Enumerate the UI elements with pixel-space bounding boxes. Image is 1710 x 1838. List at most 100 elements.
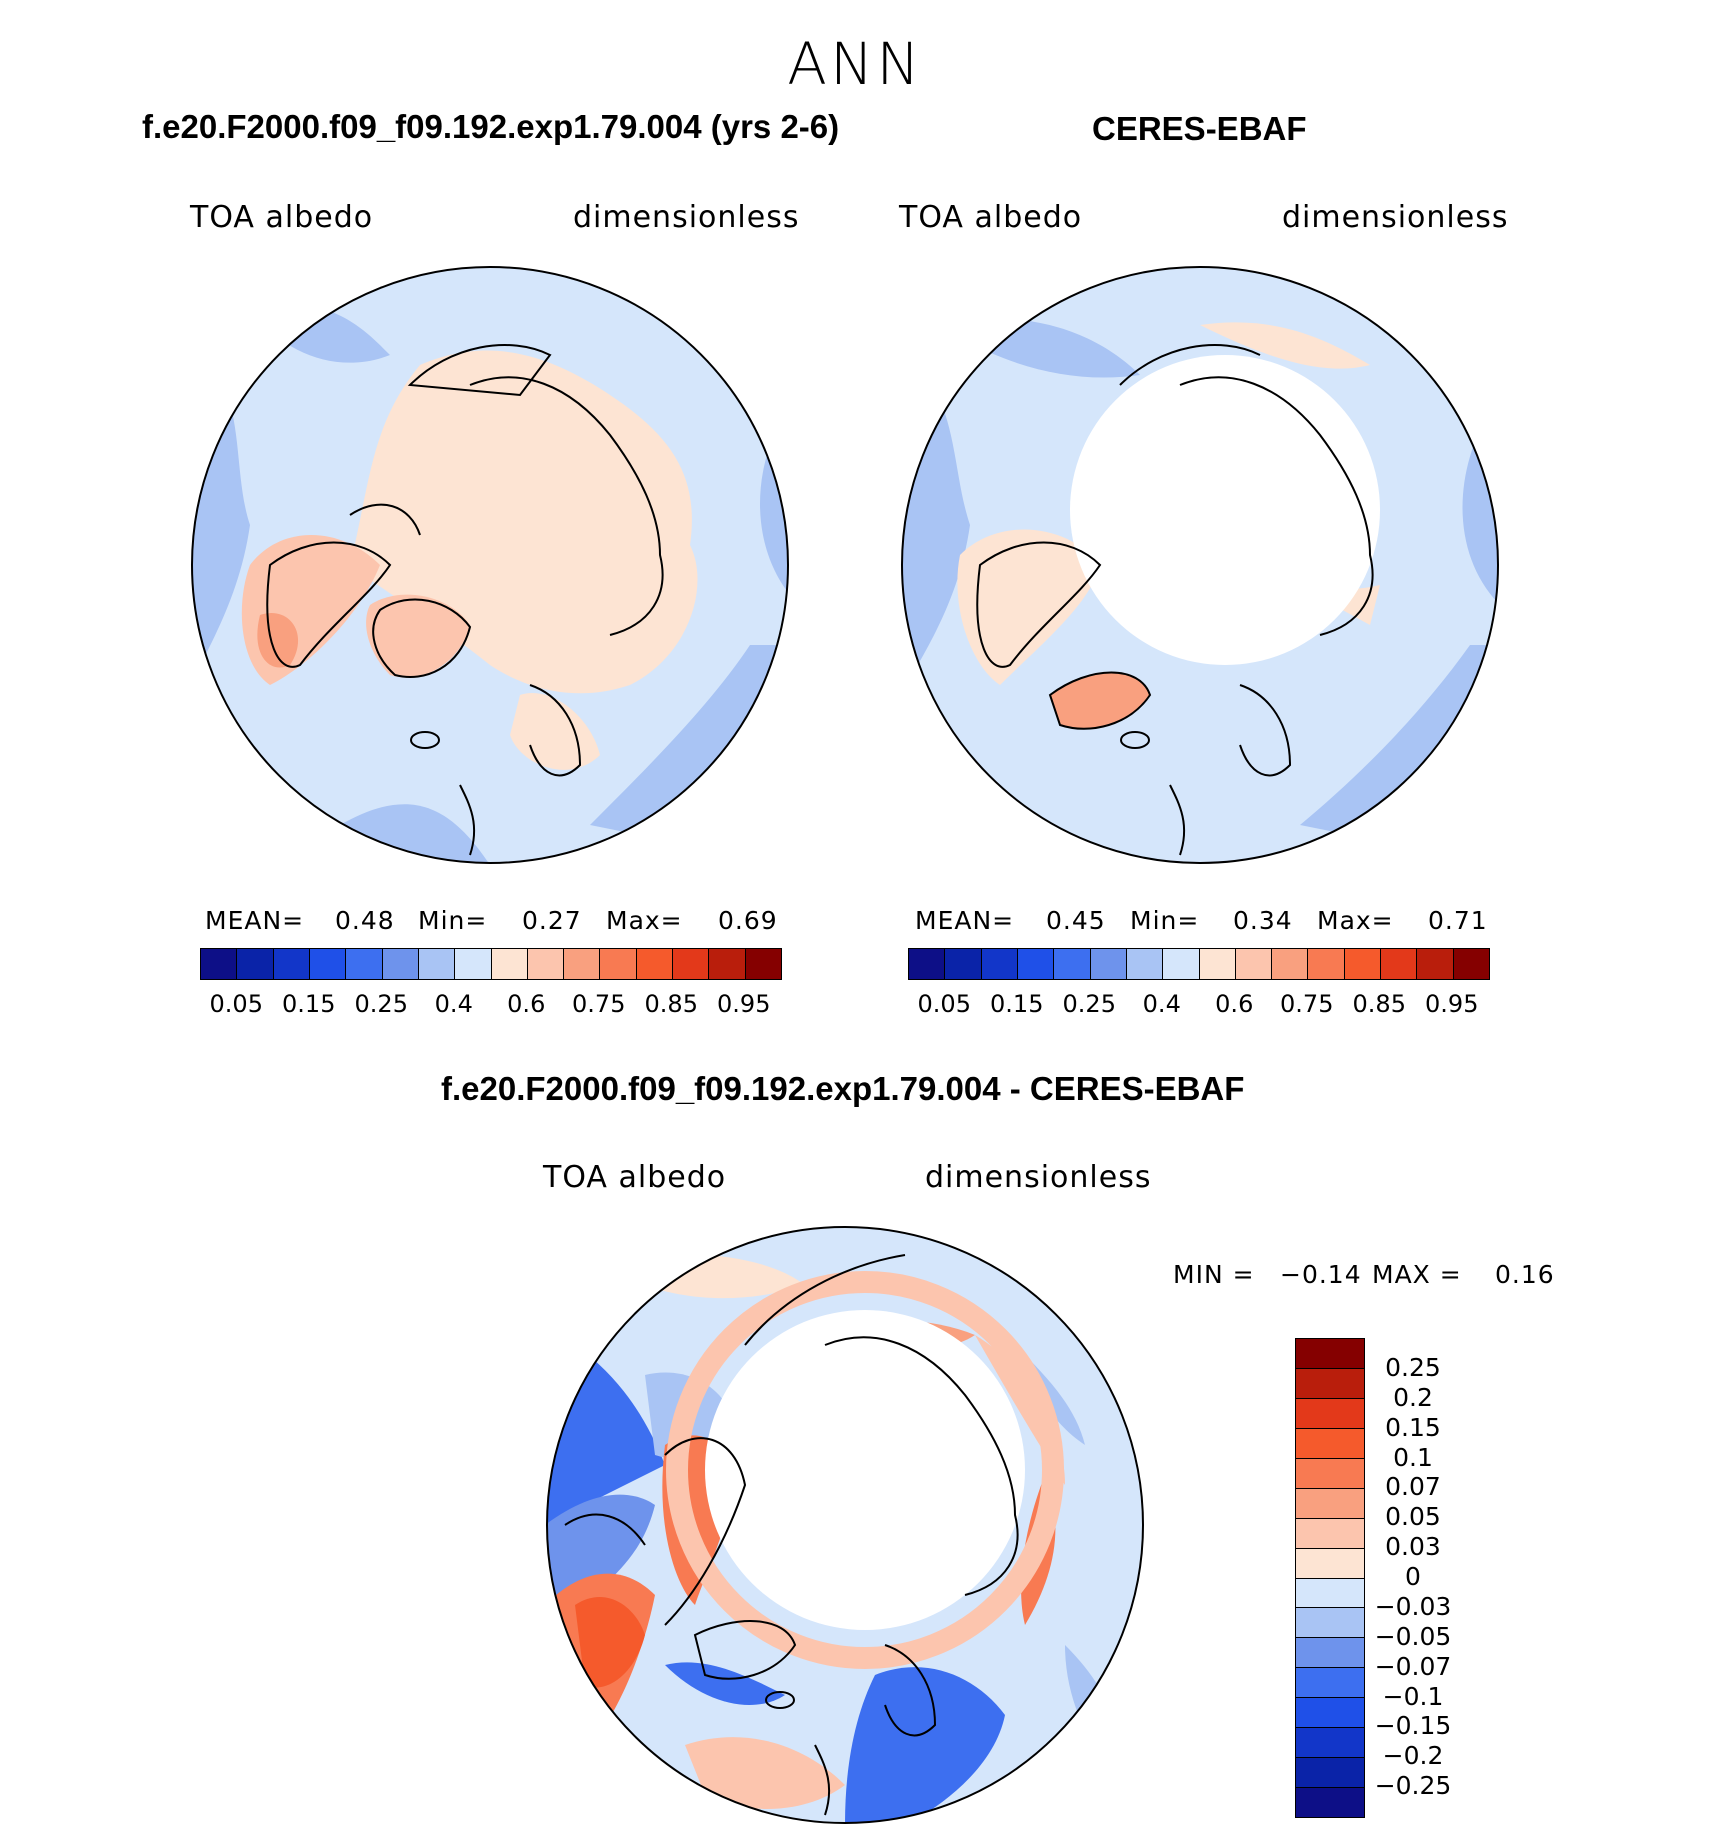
panel2-colorbar: [908, 948, 1490, 980]
panel1-colorbar-tick-label: 0.05: [209, 990, 263, 1018]
panel2-title: CERES-EBAF: [1092, 110, 1307, 147]
diff-max: 0.16: [1495, 1260, 1555, 1289]
diff-units: dimensionless: [925, 1160, 1152, 1195]
diff-colorbar-tick-label: −0.1: [1382, 1681, 1444, 1711]
panel1-colorbar-tick-label: 0.15: [282, 990, 336, 1018]
panel1-colorbar-box: [709, 949, 746, 979]
diff-colorbar-tick-label: −0.03: [1374, 1591, 1452, 1621]
diff-min: −0.14: [1280, 1260, 1362, 1289]
panel1-title: f.e20.F2000.f09_f09.192.exp1.79.004 (yrs…: [142, 108, 840, 145]
diff-colorbar-tick-label: −0.25: [1374, 1771, 1452, 1801]
panel2-colorbar-box: [1235, 949, 1273, 979]
panel1-colorbar-tick-label: 0.25: [354, 990, 408, 1018]
diff-colorbar-box: [1296, 1518, 1364, 1549]
panel2-colorbar-box: [1344, 949, 1382, 979]
panel2-units: dimensionless: [1282, 200, 1509, 235]
panel1-colorbar-box: [418, 949, 456, 979]
panel2-colorbar-box: [981, 949, 1018, 979]
panel1-mean-label: MEAN=: [205, 906, 305, 935]
diff-colorbar-box: [1296, 1788, 1364, 1817]
panel2-colorbar-box: [1308, 949, 1345, 979]
panel2-colorbar-box: [1090, 949, 1127, 979]
panel2-colorbar-box: [1054, 949, 1091, 979]
diff-colorbar-box: [1296, 1638, 1364, 1669]
panel1-colorbar: [200, 948, 782, 980]
panel2-min-label: Min=: [1130, 906, 1200, 935]
diff-colorbar-tick-label: 0.05: [1385, 1502, 1441, 1532]
panel2-colorbar-tick-label: 0.6: [1215, 990, 1254, 1018]
panel2-colorbar-tick-label: 0.95: [1425, 990, 1479, 1018]
diff-colorbar-box: [1296, 1458, 1364, 1489]
diff-colorbar-tick-label: 0.07: [1385, 1472, 1441, 1502]
diff-colorbar-box: [1296, 1668, 1364, 1699]
panel2-colorbar-box: [1381, 949, 1418, 979]
diff-colorbar-tick-label: −0.2: [1382, 1741, 1444, 1771]
panel2-colorbar-tick-label: 0.05: [917, 990, 971, 1018]
panel2-colorbar-box: [1453, 949, 1489, 979]
panel2-colorbar-box: [909, 949, 946, 979]
map-model: [191, 266, 789, 864]
panel1-colorbar-box: [382, 949, 419, 979]
panel1-variable: TOA albedo: [190, 200, 374, 235]
diff-variable: TOA albedo: [543, 1160, 727, 1195]
panel2-colorbar-box: [1199, 949, 1236, 979]
panel1-colorbar-box: [636, 949, 674, 979]
panel1-colorbar-box: [527, 949, 565, 979]
panel1-colorbar-box: [237, 949, 274, 979]
panel2-mean-label: MEAN=: [915, 906, 1015, 935]
panel1-colorbar-tick-label: 0.95: [717, 990, 771, 1018]
panel1-mean: 0.48: [335, 906, 395, 935]
diff-title: f.e20.F2000.f09_f09.192.exp1.79.004 - CE…: [441, 1070, 1245, 1107]
diff-colorbar-tick-label: 0.1: [1393, 1442, 1433, 1472]
panel1-colorbar-box: [455, 949, 492, 979]
panel1-colorbar-box: [201, 949, 238, 979]
panel2-colorbar-tick-label: 0.15: [990, 990, 1044, 1018]
panel2-colorbar-box: [1163, 949, 1200, 979]
panel1-colorbar-box: [309, 949, 347, 979]
diff-colorbar-box: [1296, 1608, 1364, 1639]
main-title: ANN: [787, 30, 923, 98]
panel2-colorbar-box: [1272, 949, 1309, 979]
panel1-colorbar-box: [673, 949, 710, 979]
panel1-colorbar-tick-label: 0.6: [507, 990, 546, 1018]
panel1-colorbar-box: [491, 949, 528, 979]
panel1-colorbar-box: [745, 949, 781, 979]
diff-colorbar-tick-label: 0.2: [1393, 1382, 1433, 1412]
diff-colorbar-tick-label: 0: [1405, 1562, 1421, 1591]
diff-colorbar-box: [1296, 1339, 1364, 1369]
diff-min-label: MIN =: [1173, 1260, 1255, 1289]
diff-colorbar-box: [1296, 1428, 1364, 1459]
panel1-max-label: Max=: [606, 906, 683, 935]
panel2-max: 0.71: [1428, 906, 1488, 935]
panel1-min-label: Min=: [418, 906, 488, 935]
panel2-colorbar-ticks: 0.05 0.15 0.25 0.4 0.6 0.75 0.85 0.95: [908, 990, 1488, 1020]
diff-colorbar-box: [1296, 1578, 1364, 1609]
panel2-colorbar-tick-label: 0.85: [1352, 990, 1406, 1018]
map-obs: [901, 266, 1499, 864]
diff-colorbar-box: [1296, 1488, 1364, 1519]
panel2-colorbar-box: [1126, 949, 1164, 979]
panel1-min: 0.27: [522, 906, 582, 935]
panel1-colorbar-tick-label: 0.4: [434, 990, 473, 1018]
panel2-max-label: Max=: [1317, 906, 1394, 935]
diff-colorbar-tick-label: −0.15: [1374, 1711, 1452, 1741]
diff-colorbar-tick-label: −0.07: [1374, 1651, 1452, 1681]
panel1-colorbar-box: [564, 949, 601, 979]
panel2-colorbar-box: [1417, 949, 1454, 979]
diff-colorbar-tick-label: 0.25: [1385, 1352, 1441, 1382]
panel2-mean: 0.45: [1046, 906, 1106, 935]
panel2-colorbar-box: [1017, 949, 1055, 979]
panel2-colorbar-box: [945, 949, 982, 979]
panel2-min: 0.34: [1233, 906, 1293, 935]
diff-colorbar-box: [1296, 1548, 1364, 1579]
panel1-colorbar-box: [346, 949, 383, 979]
map-difference: [546, 1226, 1144, 1824]
diff-colorbar-box: [1296, 1758, 1364, 1789]
panel2-variable: TOA albedo: [899, 200, 1083, 235]
panel1-units: dimensionless: [573, 200, 800, 235]
diff-colorbar-tick-label: 0.03: [1385, 1532, 1441, 1562]
diff-colorbar-tick-label: −0.05: [1374, 1621, 1452, 1651]
diff-colorbar-tick-label: 0.15: [1385, 1412, 1441, 1442]
diff-colorbar-box: [1296, 1728, 1364, 1759]
panel1-colorbar-tick-label: 0.85: [644, 990, 698, 1018]
